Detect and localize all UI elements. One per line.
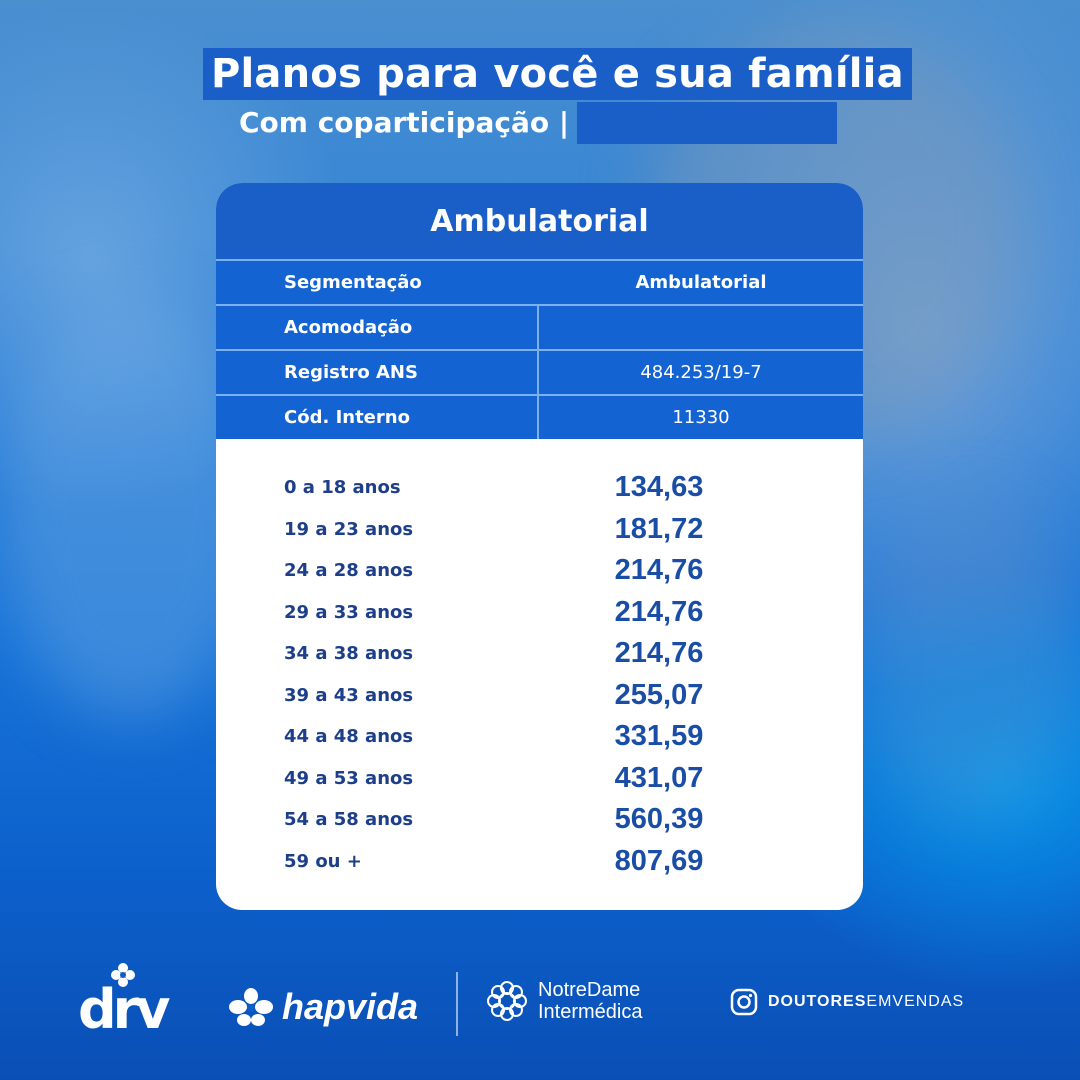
instagram-handle-bold: DOUTORES: [768, 993, 867, 1010]
price-row: 59 ou + 807,69: [216, 841, 863, 883]
hapvida-wordmark: hapvida: [282, 986, 419, 1027]
age-range: 39 a 43 anos: [284, 684, 414, 706]
headline: Planos para você e sua família: [203, 48, 912, 100]
age-range: 49 a 53 anos: [284, 767, 414, 789]
plan-info-table: Segmentação Ambulatorial Acomodação Regi…: [216, 259, 863, 439]
info-value: [539, 306, 863, 349]
drv-logo: drv: [78, 978, 170, 1041]
instagram-handle-text: DOUTORESEMVENDAS: [768, 993, 964, 1011]
page-title: Planos para você e sua família: [203, 48, 912, 100]
price-value: 255,07: [614, 678, 704, 711]
price-row: 39 a 43 anos 255,07: [216, 675, 863, 717]
age-range: 24 a 28 anos: [284, 560, 414, 582]
price-row: 34 a 38 anos 214,76: [216, 633, 863, 675]
info-value: 484.253/19-7: [640, 362, 762, 383]
age-range: 19 a 23 anos: [284, 518, 414, 540]
instagram-handle[interactable]: DOUTORESEMVENDAS: [730, 988, 964, 1016]
flower-icon: [111, 963, 135, 987]
info-label: Segmentação: [284, 272, 422, 293]
price-value: 560,39: [614, 803, 704, 836]
age-range: 54 a 58 anos: [284, 809, 414, 831]
notredame-line1: NotreDame: [538, 979, 641, 1001]
plan-card-title: Ambulatorial: [216, 183, 863, 259]
price-list: 0 a 18 anos 134,63 19 a 23 anos 181,72 2…: [216, 439, 863, 882]
price-row: 19 a 23 anos 181,72: [216, 509, 863, 551]
price-value: 181,72: [614, 512, 704, 545]
age-range: 59 ou +: [284, 850, 362, 872]
age-range: 29 a 33 anos: [284, 601, 414, 623]
plan-card: Ambulatorial Segmentação Ambulatorial Ac…: [216, 183, 863, 910]
info-label: Cód. Interno: [216, 396, 539, 439]
info-row: Cód. Interno 11330: [216, 394, 863, 439]
price-value: 134,63: [614, 471, 704, 504]
price-row: 44 a 48 anos 331,59: [216, 716, 863, 758]
notredame-line2: Intermédica: [538, 1001, 643, 1023]
price-row: 24 a 28 anos 214,76: [216, 550, 863, 592]
footer-logos: drv hapvida: [0, 950, 1080, 1060]
subtitle-highlight-bar: [577, 102, 838, 144]
price-row: 29 a 33 anos 214,76: [216, 592, 863, 634]
notredame-logo: NotreDame Intermédica: [484, 978, 643, 1024]
hapvida-logo: hapvida: [228, 986, 418, 1028]
subtitle-row: Com coparticipação |: [225, 102, 838, 144]
age-range: 0 a 18 anos: [284, 477, 401, 499]
price-value: 431,07: [614, 761, 704, 794]
age-range: 44 a 48 anos: [284, 726, 414, 748]
instagram-handle-rest: EMVENDAS: [866, 993, 965, 1010]
age-range: 34 a 38 anos: [284, 643, 414, 665]
price-value: 214,76: [614, 554, 704, 587]
info-row: Acomodação: [216, 304, 863, 349]
instagram-icon: [730, 988, 758, 1016]
info-row: Registro ANS 484.253/19-7: [216, 349, 863, 394]
price-value: 331,59: [614, 720, 704, 753]
notredame-wordmark: NotreDame Intermédica: [538, 979, 643, 1023]
notredame-emblem-icon: [487, 981, 527, 1021]
page-subtitle: Com coparticipação |: [239, 106, 570, 139]
price-value: 807,69: [614, 844, 704, 877]
info-row: Segmentação Ambulatorial: [216, 259, 863, 304]
info-value: Ambulatorial: [635, 272, 767, 293]
price-value: 214,76: [614, 595, 704, 628]
price-row: 54 a 58 anos 560,39: [216, 799, 863, 841]
info-value: 11330: [672, 407, 730, 428]
info-label: Acomodação: [216, 306, 539, 349]
hapvida-flower-icon: [229, 988, 273, 1026]
price-value: 214,76: [614, 637, 704, 670]
background-photo-blur: [860, 500, 1080, 820]
info-label: Registro ANS: [216, 351, 539, 394]
price-row: 49 a 53 anos 431,07: [216, 758, 863, 800]
logo-divider: [456, 972, 458, 1036]
price-row: 0 a 18 anos 134,63: [216, 467, 863, 509]
